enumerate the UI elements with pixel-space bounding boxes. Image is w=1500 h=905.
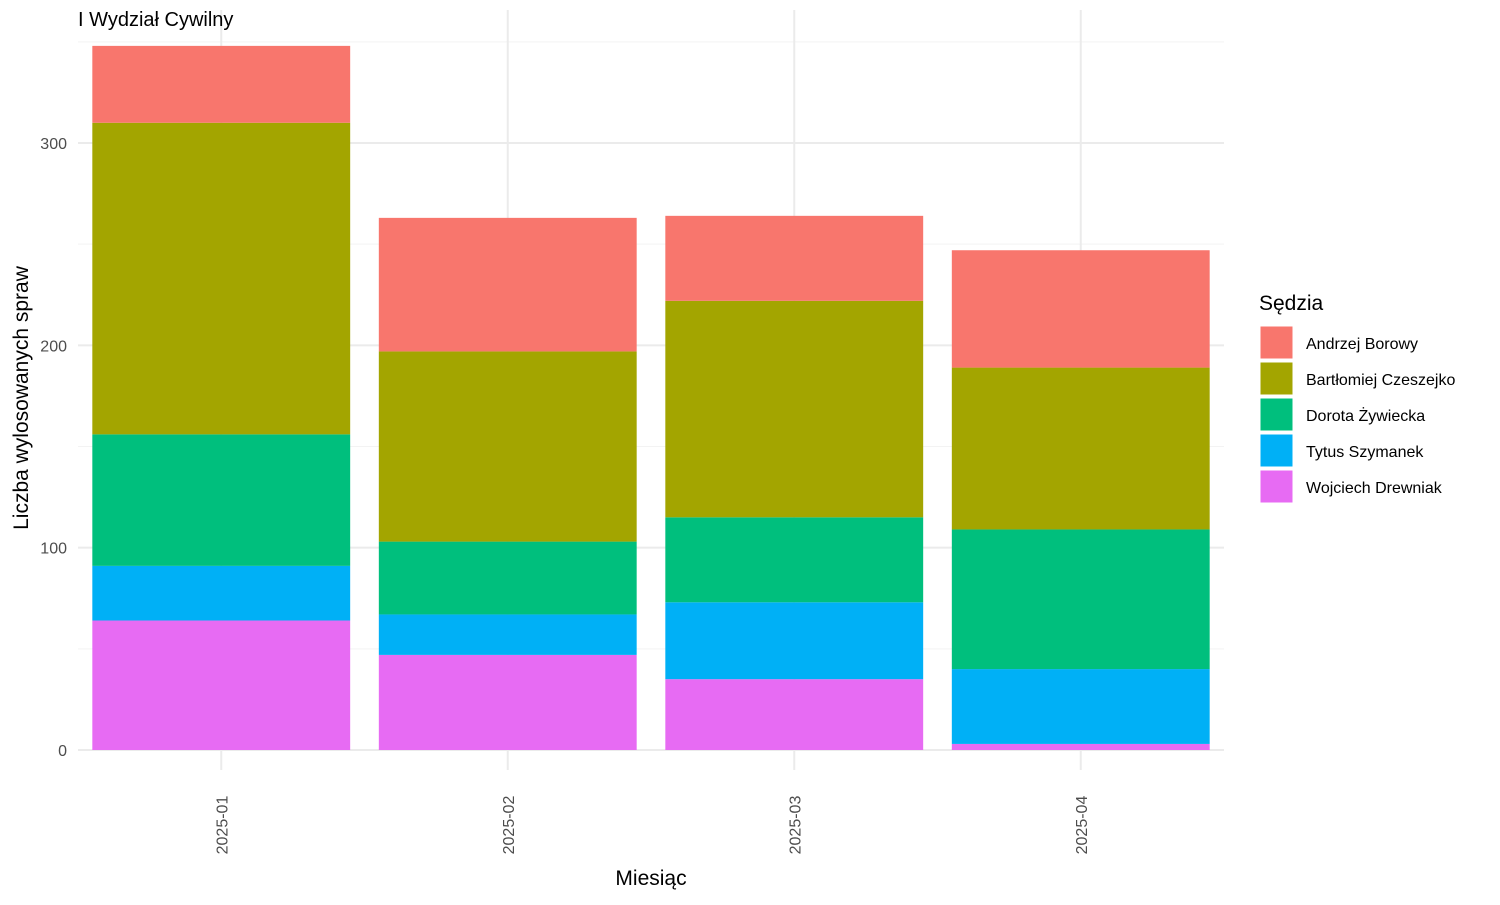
- axis-layer: 0 100 200 300 2025-01 2025-02 2025-03 2025-04: [40, 136, 1090, 854]
- bar-segment: [951, 529, 1210, 670]
- bar-segment: [951, 743, 1210, 750]
- x-axis-title: Miesiąc: [615, 867, 686, 890]
- legend: Sędzia Andrzej Borowy Bartłomiej Czeszejk…: [1259, 292, 1455, 504]
- legend-label: Dorota Żywiecka: [1306, 406, 1425, 425]
- y-axis-title: Liczba wylosowanych spraw: [10, 265, 33, 530]
- legend-label: Wojciech Drewniak: [1306, 480, 1443, 497]
- legend-swatch: [1259, 361, 1294, 396]
- legend-swatch: [1259, 325, 1294, 360]
- bar-segment: [378, 614, 637, 655]
- bar-segment: [92, 45, 351, 123]
- legend-swatch: [1259, 433, 1294, 468]
- bar-segment: [92, 620, 351, 750]
- legend-title: Sędzia: [1259, 292, 1324, 315]
- legend-label: Bartłomiej Czeszejko: [1306, 372, 1455, 389]
- bar-segment: [665, 300, 924, 518]
- legend-label: Andrzej Borowy: [1306, 336, 1418, 353]
- legend-swatch: [1259, 469, 1294, 504]
- bar-segment: [665, 602, 924, 680]
- bar-segment: [951, 367, 1210, 530]
- bar-segment: [92, 434, 351, 566]
- y-tick-label: 100: [40, 541, 67, 558]
- bar-segment: [665, 215, 924, 301]
- x-tick-label: 2025-01: [214, 796, 231, 855]
- bar-segment: [378, 217, 637, 352]
- chart-title: I Wydział Cywilny: [78, 9, 233, 31]
- legend-swatch: [1259, 397, 1294, 432]
- bar-segment: [378, 351, 637, 542]
- bar-segment: [92, 565, 351, 621]
- bar-segment: [951, 250, 1210, 368]
- x-tick-label: 2025-02: [501, 796, 518, 855]
- y-tick-label: 0: [58, 743, 67, 760]
- bar-segment: [951, 669, 1210, 744]
- bar-segment: [378, 541, 637, 615]
- bar-segment: [378, 654, 637, 750]
- legend-label: Tytus Szymanek: [1306, 444, 1424, 461]
- bars-layer: [92, 45, 1210, 750]
- y-tick-label: 300: [40, 136, 67, 153]
- x-tick-label: 2025-03: [787, 796, 804, 855]
- bar-segment: [665, 679, 924, 750]
- bar-segment: [92, 122, 351, 435]
- bar-segment: [665, 517, 924, 603]
- y-tick-label: 200: [40, 338, 67, 355]
- x-tick-label: 2025-04: [1074, 796, 1091, 855]
